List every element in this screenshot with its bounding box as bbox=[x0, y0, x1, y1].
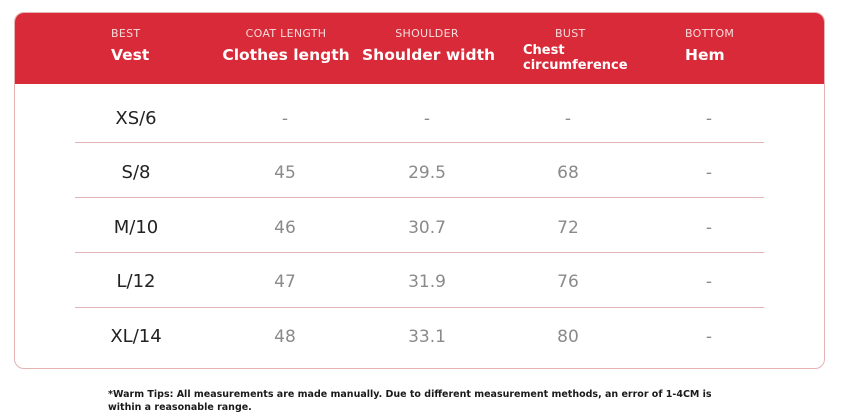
shoulder-cell: 29.5 bbox=[408, 163, 446, 183]
size-cell: L/12 bbox=[116, 271, 156, 292]
shoulder-cell: 30.7 bbox=[408, 218, 446, 238]
row-divider bbox=[75, 142, 764, 143]
header-cell-chest-circumference: BUST Chest circumference bbox=[523, 13, 633, 84]
header-cell-vest: BEST Vest bbox=[111, 13, 221, 84]
table-row: S/8 45 29.5 68 - bbox=[15, 146, 824, 200]
bust-cell: 76 bbox=[557, 272, 579, 292]
row-divider bbox=[75, 307, 764, 308]
warm-tips-note: *Warm Tips: All measurements are made ma… bbox=[108, 389, 712, 413]
bust-cell: - bbox=[564, 109, 572, 129]
length-cell: 48 bbox=[274, 327, 296, 347]
table-row: L/12 47 31.9 76 - bbox=[15, 255, 824, 309]
bust-cell: 80 bbox=[557, 327, 579, 347]
table-row: M/10 46 30.7 72 - bbox=[15, 201, 824, 255]
table-row: XS/6 - - - - bbox=[15, 92, 824, 146]
header-hem-caption: BOTTOM bbox=[685, 27, 735, 40]
hem-cell: - bbox=[705, 109, 713, 129]
header-cell-shoulder-width: SHOULDER Shoulder width bbox=[362, 13, 496, 84]
header-vest-label: Vest bbox=[111, 46, 150, 64]
size-cell: M/10 bbox=[113, 217, 159, 238]
shoulder-cell: - bbox=[423, 109, 431, 129]
shoulder-cell: 31.9 bbox=[408, 272, 446, 292]
hem-cell: - bbox=[705, 327, 713, 347]
length-cell: 46 bbox=[274, 218, 296, 238]
header-clothes-length-caption: COAT LENGTH bbox=[245, 27, 327, 40]
bust-cell: 68 bbox=[557, 163, 579, 183]
hem-cell: - bbox=[705, 163, 713, 183]
row-divider bbox=[75, 252, 764, 253]
size-chart-card: BEST Vest COAT LENGTH Clothes length SHO… bbox=[14, 12, 825, 369]
header-clothes-length-label: Clothes length bbox=[222, 46, 350, 64]
hem-cell: - bbox=[705, 218, 713, 238]
size-chart-header: BEST Vest COAT LENGTH Clothes length SHO… bbox=[15, 13, 824, 84]
header-cell-clothes-length: COAT LENGTH Clothes length bbox=[211, 13, 361, 84]
header-cell-hem: BOTTOM Hem bbox=[685, 13, 765, 84]
header-shoulder-width-caption: SHOULDER bbox=[395, 27, 459, 40]
length-cell: 47 bbox=[274, 272, 296, 292]
header-shoulder-width-label: Shoulder width bbox=[362, 46, 496, 64]
header-chest-circumference-caption: BUST bbox=[555, 27, 586, 40]
length-cell: - bbox=[281, 109, 289, 129]
header-chest-circumference-label: Chest circumference bbox=[523, 43, 628, 73]
hem-cell: - bbox=[705, 272, 713, 292]
size-cell: XS/6 bbox=[115, 108, 157, 129]
shoulder-cell: 33.1 bbox=[408, 327, 446, 347]
size-cell: XL/14 bbox=[110, 326, 162, 347]
header-hem-label: Hem bbox=[685, 46, 725, 64]
row-divider bbox=[75, 197, 764, 198]
size-cell: S/8 bbox=[121, 162, 151, 183]
table-row: XL/14 48 33.1 80 - bbox=[15, 310, 824, 364]
length-cell: 45 bbox=[274, 163, 296, 183]
bust-cell: 72 bbox=[557, 218, 579, 238]
header-vest-caption: BEST bbox=[111, 27, 141, 40]
